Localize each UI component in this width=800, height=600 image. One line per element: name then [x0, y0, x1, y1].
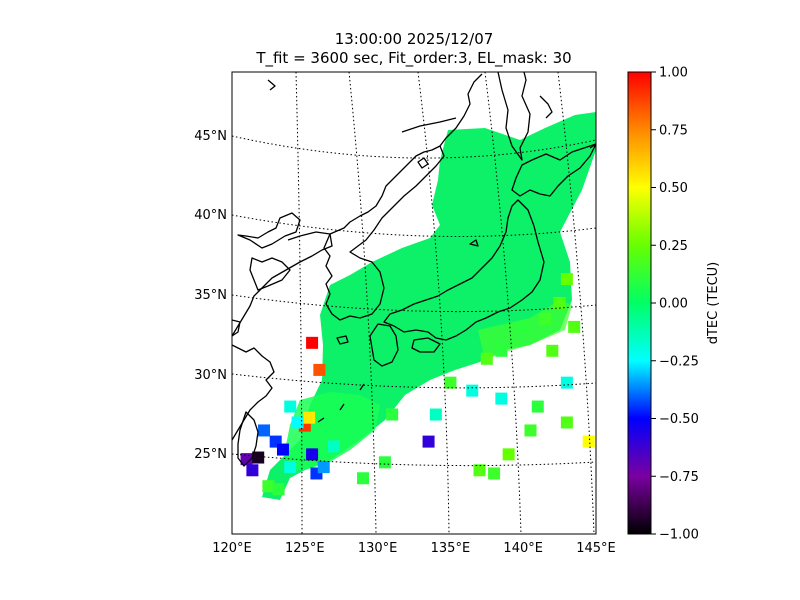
coast-kurils: [539, 95, 596, 149]
dtec-cell: [517, 320, 530, 333]
lat-tick-label: 40°N: [194, 208, 227, 223]
title-line-2: T_fit = 3600 sec, Fit_order:3, EL_mask: …: [256, 49, 572, 67]
dtec-cell: [306, 448, 319, 461]
dtec-cell: [246, 464, 259, 477]
dtec-cell: [560, 416, 573, 429]
colorbar-tick-label: 0.25: [659, 239, 688, 254]
dtec-cell: [258, 424, 271, 437]
dtec-cell: [546, 344, 559, 357]
coast-china-east: [232, 319, 275, 441]
dtec-cell: [284, 461, 297, 474]
dtec-cell: [568, 320, 581, 333]
dtec-cell: [357, 472, 370, 485]
lon-tick-label: 140°E: [503, 541, 543, 556]
dtec-cell: [306, 336, 319, 349]
dtec-cell: [429, 408, 442, 421]
dtec-cell: [560, 273, 573, 286]
lon-tick-label: 125°E: [285, 541, 325, 556]
dtec-cell: [317, 461, 330, 474]
colorbar-tick-label: −0.25: [659, 354, 699, 369]
dtec-cell: [252, 451, 265, 464]
dtec-cell: [276, 443, 289, 456]
coast-shikoku: [411, 337, 441, 353]
lon-tick-label: 145°E: [576, 541, 616, 556]
dtec-cell: [560, 376, 573, 389]
colorbar-tick-label: 0.00: [659, 297, 688, 312]
lon-tick-label: 120°E: [212, 541, 252, 556]
dtec-cell: [473, 464, 486, 477]
coast-korea: [323, 145, 445, 321]
colorbar-tick-label: −0.75: [659, 470, 699, 485]
dtec-cell: [502, 448, 515, 461]
coast-sakhalin: [497, 72, 531, 161]
colorbar-ticks: 1.00 0.75 0.50 0.25 0.00 −0.25 −0.50 −0.75 −1.00: [651, 66, 699, 543]
dtec-cell: [303, 411, 316, 424]
dtec-cell: [553, 297, 566, 309]
colorbar-tick-label: −0.50: [659, 412, 699, 427]
colorbar-tick-label: −1.00: [659, 528, 699, 543]
coast-jeju: [336, 335, 349, 345]
dtec-cell: [531, 400, 544, 413]
coastlines: [232, 72, 596, 467]
dtec-cell: [466, 384, 479, 397]
coast-shandong: [249, 257, 291, 291]
coast-hokkaido: [511, 143, 596, 197]
dtec-cell: [386, 408, 399, 421]
coast-kyushu: [369, 323, 399, 367]
lat-tick-label: 30°N: [194, 368, 227, 383]
dtec-cell: [284, 400, 297, 413]
coast-oki: [417, 157, 429, 169]
dtec-cell: [313, 363, 326, 376]
map-title: 13:00:00 2025/12/07 T_fit = 3600 sec, Fi…: [232, 30, 596, 68]
map-frame: [231, 71, 597, 535]
colorbar-gradient: [628, 72, 651, 534]
colorbar-tick-label: 0.50: [659, 181, 688, 196]
colorbar-tick-label: 1.00: [659, 66, 688, 81]
coast-honshu: [383, 199, 545, 341]
lon-tick-label: 130°E: [358, 541, 398, 556]
coast-sado: [469, 239, 479, 247]
colorbar-tick-label: 0.75: [659, 123, 688, 138]
dtec-cell: [480, 352, 493, 365]
dtec-cell: [582, 435, 595, 448]
coast-korea-bay: [232, 231, 333, 337]
parallel-25: [232, 453, 596, 467]
lon-tick-label: 135°E: [431, 541, 471, 556]
colorbar: 1.00 0.75 0.50 0.25 0.00 −0.25 −0.50 −0.75 −1.00…: [627, 66, 721, 543]
dtec-cell: [524, 424, 537, 437]
dtec-cell: [262, 480, 275, 493]
dtec-cell: [444, 376, 457, 389]
lat-tick-label: 35°N: [194, 288, 227, 303]
lat-tick-label: 45°N: [194, 129, 227, 144]
dtec-cell: [291, 416, 304, 429]
coast-russia-east: [401, 73, 483, 147]
dtec-cell: [272, 483, 285, 496]
dtec-cell: [327, 440, 340, 453]
coast-china-north: [237, 79, 301, 249]
colorbar-label: dTEC (TECU): [706, 262, 721, 345]
coast-taiwan: [237, 411, 259, 467]
graticule: [232, 72, 596, 534]
lat-tick-label: 25°N: [194, 447, 227, 462]
dtec-cell: [422, 435, 435, 448]
dtec-cell: [539, 312, 552, 325]
map-area: [232, 72, 596, 534]
latitude-tick-labels: 25°N 30°N 35°N 40°N 45°N: [194, 129, 227, 462]
longitude-tick-labels: 120°E 125°E 130°E 135°E 140°E 145°E: [212, 541, 616, 556]
title-line-1: 13:00:00 2025/12/07: [334, 30, 494, 48]
dtec-cell: [488, 467, 501, 480]
dtec-cell: [378, 456, 391, 469]
dtec-cell: [240, 453, 253, 466]
parallel-30: [232, 373, 596, 389]
dtec-cell: [495, 344, 508, 357]
dtec-cell: [495, 392, 508, 405]
coast-ryukyu: [317, 383, 365, 423]
